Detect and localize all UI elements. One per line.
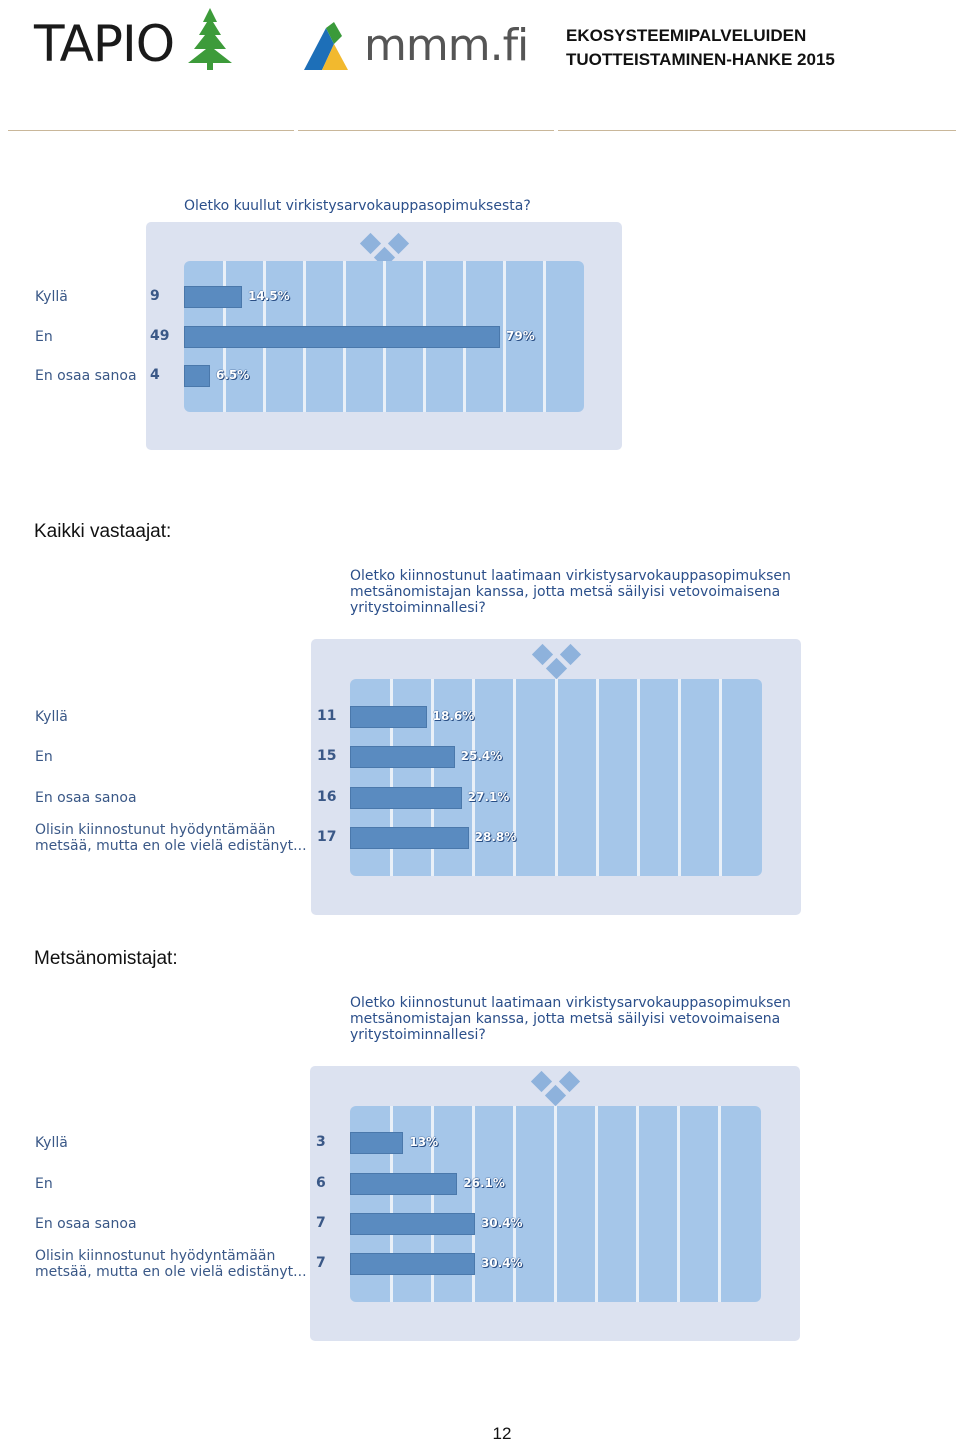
gridline xyxy=(512,1106,516,1302)
category-label: En osaa sanoa xyxy=(35,1216,137,1232)
count-label: 17 xyxy=(317,829,337,845)
gridline xyxy=(595,679,599,876)
gridline xyxy=(389,679,393,876)
header-divider xyxy=(558,130,956,131)
value-label: 30.4% xyxy=(480,1256,523,1270)
header-title-line2: TUOTTEISTAMINEN-HANKE 2015 xyxy=(566,50,835,69)
header-title: EKOSYSTEEMIPALVELUIDEN TUOTTEISTAMINEN-H… xyxy=(566,24,835,72)
category-label: En osaa sanoa xyxy=(35,790,137,806)
count-label: 7 xyxy=(316,1255,326,1271)
gridline xyxy=(513,679,517,876)
data-bar xyxy=(350,827,469,849)
value-label: 26.1% xyxy=(463,1176,505,1190)
category-label: Kyllä xyxy=(35,289,68,305)
gridline xyxy=(636,679,640,876)
data-bar xyxy=(184,365,210,387)
header-divider xyxy=(8,130,294,131)
count-label: 15 xyxy=(317,748,337,764)
count-label: 49 xyxy=(150,328,170,344)
gridline xyxy=(554,1106,557,1302)
gridline xyxy=(677,1106,681,1302)
count-label: 6 xyxy=(316,1175,326,1191)
count-label: 4 xyxy=(150,367,160,383)
page-number: 12 xyxy=(492,1424,512,1443)
value-label: 18.6% xyxy=(432,709,475,723)
count-label: 7 xyxy=(316,1215,326,1231)
data-bar xyxy=(350,1132,404,1154)
data-bar xyxy=(350,706,427,728)
data-bar xyxy=(184,286,242,308)
value-label: 30.4% xyxy=(480,1216,523,1230)
gridline xyxy=(430,1106,434,1302)
gridline xyxy=(719,679,723,876)
gridline xyxy=(472,679,476,876)
value-label: 14.5% xyxy=(248,289,290,303)
value-label: 6.5% xyxy=(216,368,250,382)
data-bar xyxy=(350,746,455,768)
gridline xyxy=(595,1106,599,1302)
count-label: 3 xyxy=(316,1134,326,1150)
data-bar xyxy=(350,787,462,809)
mmm-logo-text: mmm.fi xyxy=(364,20,529,71)
gridline xyxy=(430,679,434,876)
category-label: En xyxy=(35,1176,53,1192)
gridline xyxy=(636,1106,640,1302)
category-label: Kyllä xyxy=(35,709,68,725)
header-title-line1: EKOSYSTEEMIPALVELUIDEN xyxy=(566,26,807,45)
data-bar xyxy=(350,1213,475,1235)
chart-title: Oletko kiinnostunut laatimaan virkistysa… xyxy=(350,995,791,1043)
section-label-all-respondents: Kaikki vastaajat: xyxy=(34,521,172,542)
gridline xyxy=(554,679,558,876)
mountain-logo-icon xyxy=(304,22,348,70)
value-label: 25.4% xyxy=(460,749,503,763)
tapio-logo-text: TAPIO xyxy=(34,15,175,73)
count-label: 16 xyxy=(317,789,337,805)
category-label: En xyxy=(35,749,53,765)
data-bar xyxy=(350,1253,475,1275)
gridline xyxy=(389,1106,393,1302)
data-bar xyxy=(350,1173,458,1195)
gridline xyxy=(502,261,506,412)
chart-title: Oletko kuullut virkistysarvokauppasopimu… xyxy=(184,198,531,214)
gridline xyxy=(542,261,546,412)
tree-icon xyxy=(188,8,232,70)
gridline xyxy=(471,1106,475,1302)
count-label: 9 xyxy=(150,288,160,304)
value-label: 79% xyxy=(506,329,535,343)
count-label: 11 xyxy=(317,708,337,724)
chart-title: Oletko kiinnostunut laatimaan virkistysa… xyxy=(350,568,791,616)
value-label: 13% xyxy=(409,1135,439,1149)
category-label: Olisin kiinnostunut hyödyntämään metsää,… xyxy=(35,1248,307,1280)
value-label: 28.8% xyxy=(474,830,517,844)
section-label-forest-owners: Metsänomistajat: xyxy=(34,948,178,969)
category-label: En xyxy=(35,329,53,345)
header-divider xyxy=(298,130,554,131)
gridline xyxy=(718,1106,722,1302)
category-label: Olisin kiinnostunut hyödyntämään metsää,… xyxy=(35,822,307,854)
gridline xyxy=(678,679,682,876)
category-label: Kyllä xyxy=(35,1135,68,1151)
category-label: En osaa sanoa xyxy=(35,368,137,384)
value-label: 27.1% xyxy=(467,790,510,804)
data-bar xyxy=(184,326,500,348)
